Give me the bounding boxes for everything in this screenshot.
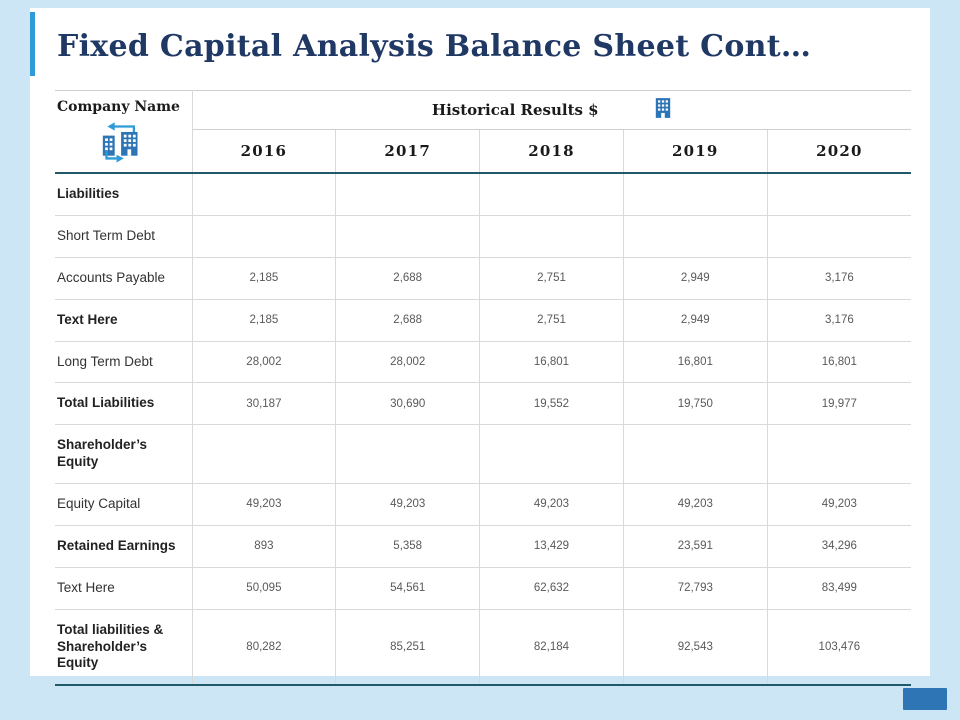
cell-value: 3,176 xyxy=(766,299,911,342)
cell-value: 893 xyxy=(191,525,336,568)
row-label: Retained Earnings xyxy=(55,525,192,568)
cell-value: 19,750 xyxy=(622,382,768,426)
cell-value: 50,095 xyxy=(191,567,336,610)
company-name-cell: Company Name xyxy=(55,90,193,174)
cell-value xyxy=(622,215,768,258)
row-label: Total Liabilities xyxy=(55,382,192,426)
header-row-top: Company Name xyxy=(55,90,911,174)
cell-value: 28,002 xyxy=(335,341,480,384)
historical-results-cell: Historical Results $ xyxy=(191,90,911,131)
cell-value xyxy=(622,424,768,484)
cell-value: 5,358 xyxy=(335,525,480,568)
balance-sheet-table: Company Name xyxy=(55,90,911,687)
cell-value: 2,688 xyxy=(335,257,480,300)
cell-value: 83,499 xyxy=(766,567,911,610)
company-buildings-transfer-icon xyxy=(57,121,188,168)
cell-value xyxy=(479,424,624,484)
cell-value: 49,203 xyxy=(191,483,336,526)
table-row: Accounts Payable 2,185 2,688 2,751 2,949 3,17… xyxy=(55,257,911,300)
cell-value: 3,176 xyxy=(766,257,911,300)
row-label: Liabilities xyxy=(55,173,192,216)
page-title: Fixed Capital Analysis Balance Sheet Con… xyxy=(57,29,812,64)
table-row: Text Here 50,095 54,561 62,632 72,793 83,499 xyxy=(55,567,911,610)
row-label: Text Here xyxy=(55,567,192,610)
cell-value: 85,251 xyxy=(335,609,480,687)
cell-value xyxy=(335,173,480,216)
year-header-row: 2016 2017 2018 2019 2020 xyxy=(55,129,911,175)
cell-value: 2,688 xyxy=(335,299,480,342)
table-row: Long Term Debt 28,002 28,002 16,801 16,801 16… xyxy=(55,341,911,384)
cell-value: 2,949 xyxy=(622,257,768,300)
company-name-label: Company Name xyxy=(57,99,180,115)
cell-value: 62,632 xyxy=(479,567,624,610)
cell-value: 19,977 xyxy=(766,382,911,426)
table-row: Shareholder’s Equity xyxy=(55,424,911,484)
year-header: 2017 xyxy=(335,129,480,175)
cell-value: 92,543 xyxy=(622,609,768,687)
cell-value: 34,296 xyxy=(766,525,911,568)
cell-value: 54,561 xyxy=(335,567,480,610)
cell-value: 16,801 xyxy=(622,341,768,384)
cell-value xyxy=(766,424,911,484)
cell-value: 2,185 xyxy=(191,299,336,342)
table-row: Text Here 2,185 2,688 2,751 2,949 3,176 xyxy=(55,299,911,342)
row-label: Equity Capital xyxy=(55,483,192,526)
cell-value: 30,690 xyxy=(335,382,480,426)
cell-value xyxy=(766,215,911,258)
row-label: Text Here xyxy=(55,299,192,342)
title-accent-bar xyxy=(30,12,35,76)
cell-value xyxy=(191,215,336,258)
cell-value: 2,751 xyxy=(479,299,624,342)
cell-value xyxy=(335,424,480,484)
cell-value: 49,203 xyxy=(479,483,624,526)
cell-value: 49,203 xyxy=(766,483,911,526)
building-icon xyxy=(654,97,672,124)
row-label: Long Term Debt xyxy=(55,341,192,384)
table-row: Retained Earnings 893 5,358 13,429 23,591 34,… xyxy=(55,525,911,568)
cell-value xyxy=(479,173,624,216)
cell-value xyxy=(335,215,480,258)
row-label: Short Term Debt xyxy=(55,215,192,258)
cell-value: 80,282 xyxy=(191,609,336,687)
cell-value: 23,591 xyxy=(622,525,768,568)
cell-value: 13,429 xyxy=(479,525,624,568)
cell-value: 28,002 xyxy=(191,341,336,384)
table-row: Short Term Debt xyxy=(55,215,911,258)
cell-value: 2,751 xyxy=(479,257,624,300)
cell-value: 16,801 xyxy=(479,341,624,384)
row-label: Shareholder’s Equity xyxy=(55,424,192,484)
cell-value xyxy=(766,173,911,216)
table-row: Equity Capital 49,203 49,203 49,203 49,203 49… xyxy=(55,483,911,526)
cell-value: 49,203 xyxy=(335,483,480,526)
row-label: Accounts Payable xyxy=(55,257,192,300)
historical-results-label: Historical Results $ xyxy=(431,101,599,120)
balance-sheet-table-wrap: Company Name xyxy=(55,90,911,687)
year-header: 2019 xyxy=(622,129,768,175)
cell-value xyxy=(479,215,624,258)
cell-value: 49,203 xyxy=(622,483,768,526)
page-indicator xyxy=(903,688,947,710)
cell-value: 2,185 xyxy=(191,257,336,300)
cell-value xyxy=(191,424,336,484)
table-row: Liabilities xyxy=(55,173,911,216)
table-row: Total liabilities & Shareholder’s Equity… xyxy=(55,609,911,687)
slide: Fixed Capital Analysis Balance Sheet Con… xyxy=(30,8,930,687)
year-header: 2020 xyxy=(766,129,911,175)
row-label: Total liabilities & Shareholder’s Equity xyxy=(55,609,192,687)
year-header: 2016 xyxy=(192,129,336,175)
cell-value: 19,552 xyxy=(479,382,624,426)
cell-value: 82,184 xyxy=(479,609,624,687)
cell-value: 72,793 xyxy=(622,567,768,610)
table-body: Liabilities Short Term Debt Accounts Payab… xyxy=(55,173,911,687)
cell-value: 30,187 xyxy=(191,382,336,426)
year-header: 2018 xyxy=(479,129,624,175)
cell-value: 2,949 xyxy=(622,299,768,342)
cell-value xyxy=(191,173,336,216)
table-row: Total Liabilities 30,187 30,690 19,552 19,75… xyxy=(55,382,911,426)
cell-value xyxy=(622,173,768,216)
cell-value: 16,801 xyxy=(766,341,911,384)
cell-value: 103,476 xyxy=(766,609,911,687)
